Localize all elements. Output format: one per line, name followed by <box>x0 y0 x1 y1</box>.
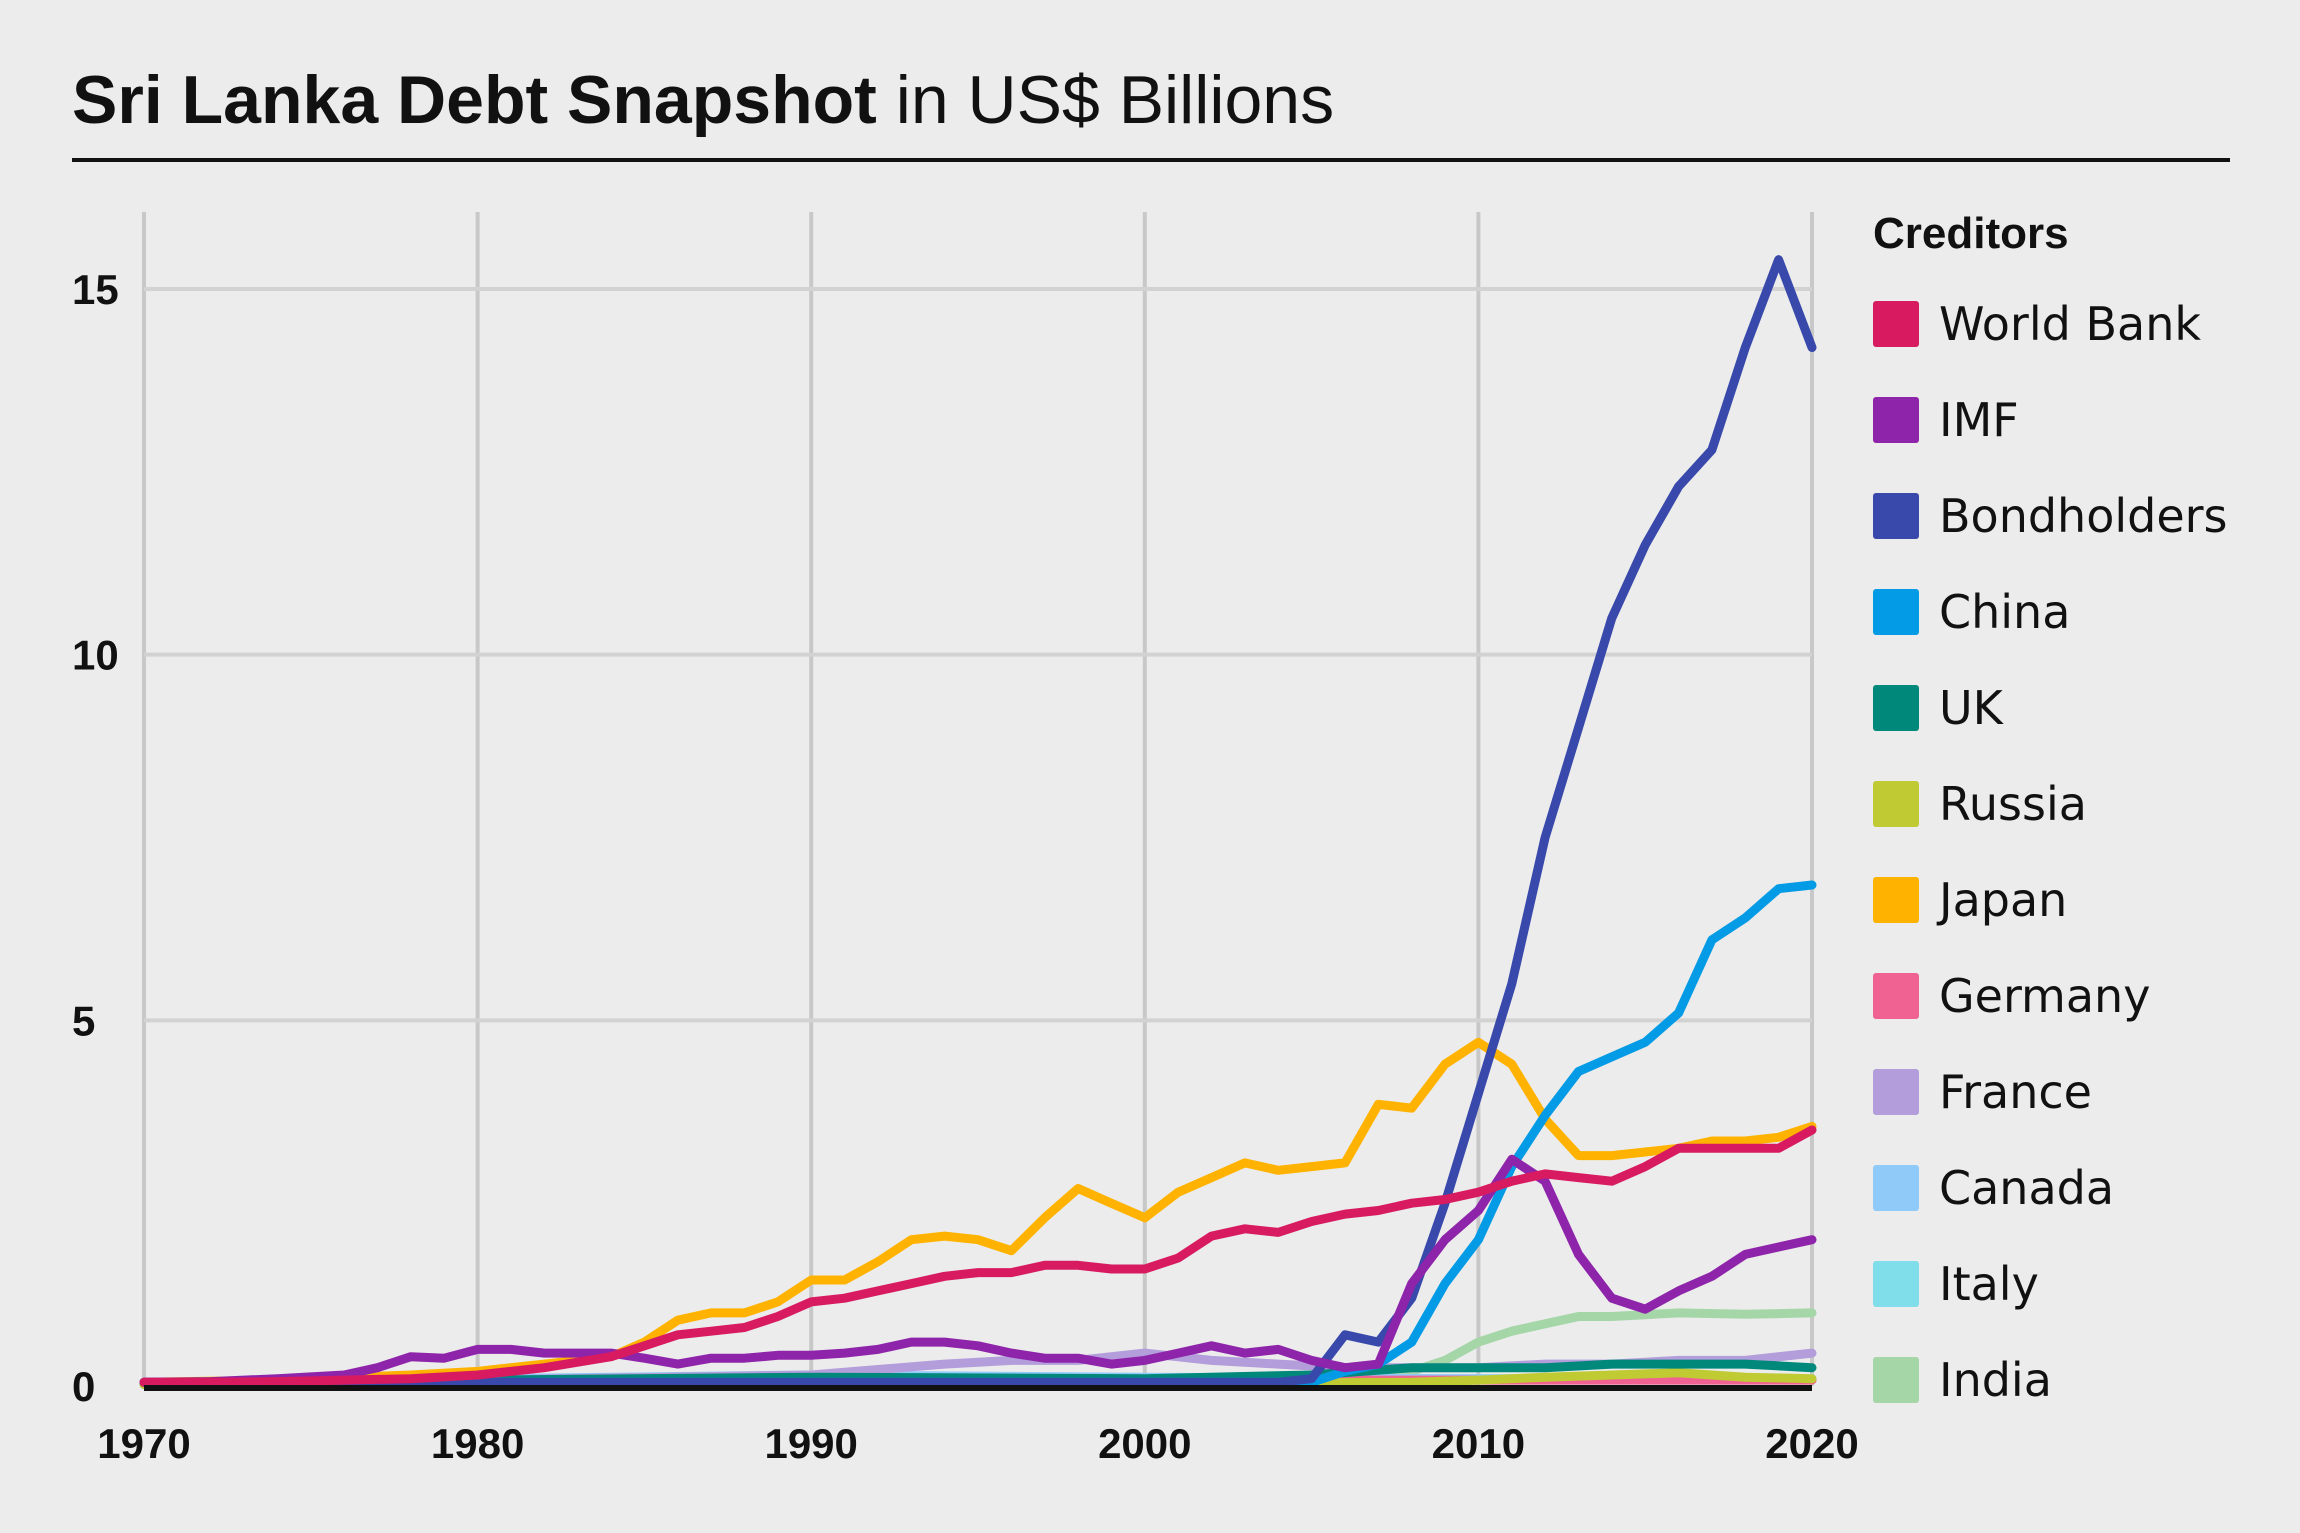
legend-swatch <box>1873 1261 1919 1307</box>
legend-label: Canada <box>1939 1161 2115 1215</box>
legend-item: Japan <box>1873 852 2293 948</box>
legend-swatch <box>1873 973 1919 1019</box>
x-tick-label: 1980 <box>431 1420 524 1467</box>
legend-item: Germany <box>1873 948 2293 1044</box>
legend-swatch <box>1873 877 1919 923</box>
legend-label: France <box>1939 1065 2092 1119</box>
legend-item: India <box>1873 1332 2293 1428</box>
series-lines <box>139 255 1817 1389</box>
series-line-uk <box>139 1359 1817 1387</box>
y-tick-label: 5 <box>72 997 95 1044</box>
legend-label: UK <box>1939 681 2003 735</box>
legend-title: Creditors <box>1873 209 2069 258</box>
x-tick-label: 2020 <box>1765 1420 1858 1467</box>
legend-swatch <box>1873 1069 1919 1115</box>
title-divider <box>72 158 2230 162</box>
legend-swatch <box>1873 301 1919 347</box>
y-tick-label: 10 <box>72 632 119 679</box>
legend-swatch <box>1873 493 1919 539</box>
series-line-imf <box>139 1154 1817 1387</box>
legend-swatch <box>1873 1357 1919 1403</box>
x-tick-label: 1990 <box>764 1420 857 1467</box>
legend-item: IMF <box>1873 372 2293 468</box>
legend-label: Italy <box>1939 1257 2039 1311</box>
legend-item: China <box>1873 564 2293 660</box>
legend-swatch <box>1873 781 1919 827</box>
legend-label: Russia <box>1939 777 2087 831</box>
legend-label: IMF <box>1939 393 2019 447</box>
legend-swatch <box>1873 1165 1919 1211</box>
legend-swatch <box>1873 685 1919 731</box>
legend-item: Bondholders <box>1873 468 2293 564</box>
series-line-world-bank <box>139 1125 1817 1387</box>
series-line-japan <box>139 1037 1817 1387</box>
legend-label: India <box>1939 1353 2052 1407</box>
series-line-bondholders <box>139 255 1817 1387</box>
axes: 1970 1980 1990 2000 2010 2020 0 5 10 15 <box>72 266 1859 1467</box>
legend-swatch <box>1873 397 1919 443</box>
legend-item: Russia <box>1873 756 2293 852</box>
legend-label: China <box>1939 585 2071 639</box>
x-tick-label: 2010 <box>1432 1420 1525 1467</box>
legend-label: Japan <box>1939 873 2068 927</box>
legend-item: UK <box>1873 660 2293 756</box>
y-tick-label: 15 <box>72 266 119 313</box>
legend-items: World Bank IMF Bondholders China UK Russia Jap… <box>1873 276 2293 1428</box>
legend-item: World Bank <box>1873 276 2293 372</box>
legend-swatch <box>1873 589 1919 635</box>
legend-label: Bondholders <box>1939 489 2228 543</box>
legend-item: Canada <box>1873 1140 2293 1236</box>
legend-item: France <box>1873 1044 2293 1140</box>
x-tick-label: 1970 <box>97 1420 190 1467</box>
legend-label: World Bank <box>1939 297 2201 351</box>
x-tick-label: 2000 <box>1098 1420 1191 1467</box>
y-tick-label: 0 <box>72 1363 95 1410</box>
chart-title-rest: in US$ Billions <box>876 62 1335 138</box>
legend: Creditors World Bank IMF Bondholders China U… <box>1873 206 2293 1428</box>
chart-title: Sri Lanka Debt Snapshot in US$ Billions <box>72 58 1334 142</box>
legend-item: Italy <box>1873 1236 2293 1332</box>
chart-title-bold: Sri Lanka Debt Snapshot <box>72 62 877 138</box>
legend-label: Germany <box>1939 969 2151 1023</box>
